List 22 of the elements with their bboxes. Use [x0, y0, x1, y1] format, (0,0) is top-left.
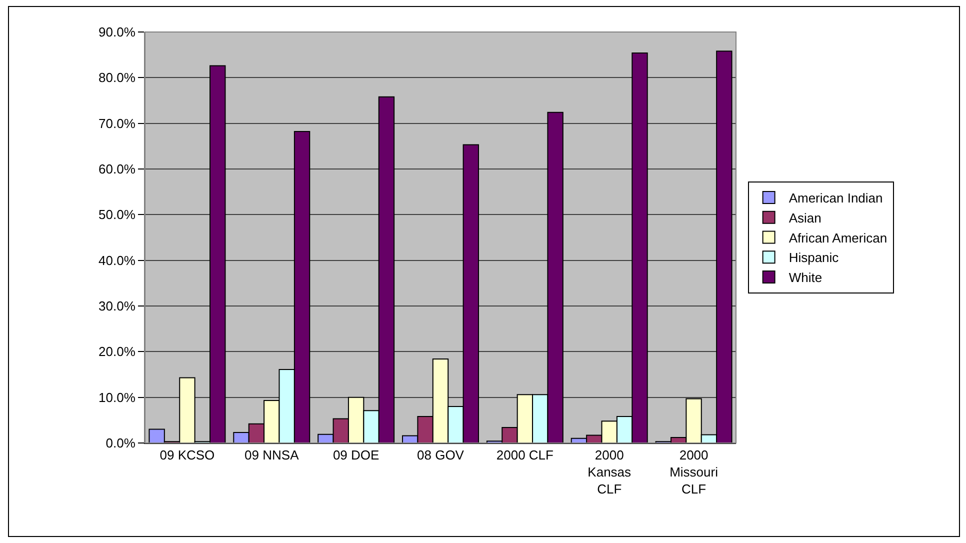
legend-label: American Indian	[788, 190, 883, 206]
y-tick-label: 10.0%	[98, 390, 136, 405]
y-tick-label: 0.0%	[106, 436, 136, 451]
y-tick-label: 20.0%	[98, 344, 136, 360]
y-tick-label: 90.0%	[98, 24, 136, 40]
y-tick-label: 80.0%	[98, 70, 136, 86]
y-tick-label: 70.0%	[98, 116, 136, 131]
x-tick-label: 09 KCSO	[160, 448, 215, 463]
legend-label: Asian	[788, 210, 822, 226]
x-tick-label: 2000 Missouri CLF	[670, 448, 718, 496]
x-tick-label: 08 GOV	[417, 448, 464, 463]
legend-label: African American	[788, 230, 888, 246]
x-tick-label: 2000 CLF	[496, 448, 554, 463]
y-tick-label: 40.0%	[98, 252, 136, 268]
legend-label: Hispanic	[788, 250, 840, 266]
x-tick-label: 09 DOE	[332, 448, 380, 463]
legend-label: White	[788, 270, 822, 286]
y-tick-label: 60.0%	[98, 162, 136, 177]
x-tick-label: 09 NNSA	[244, 448, 300, 463]
y-tick-label: 30.0%	[98, 298, 136, 314]
x-tick-label: 2000 Kansas CLF	[588, 448, 632, 496]
y-tick-label: 50.0%	[98, 207, 136, 222]
